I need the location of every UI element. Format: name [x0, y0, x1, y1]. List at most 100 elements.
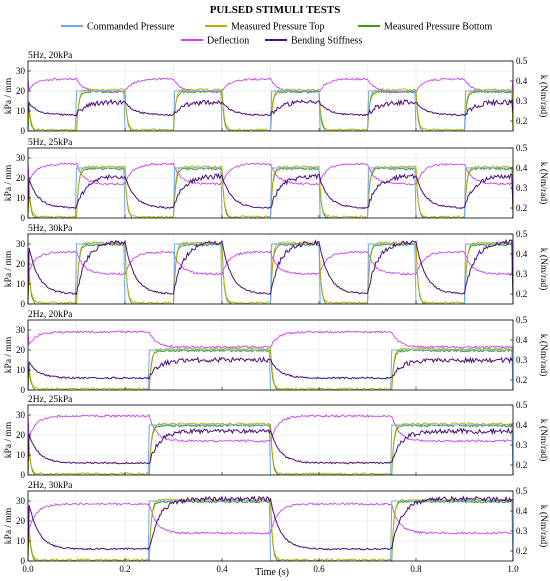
y-left-tick-label: 10 [16, 279, 26, 289]
series-line-bending-stiffness [28, 427, 513, 465]
series-line-commanded-pressure [28, 500, 513, 561]
y-right-tick-label: 0.2 [516, 116, 527, 126]
x-axis-label: Time (s) [255, 567, 289, 578]
y-right-tick-label: 0.3 [516, 96, 528, 106]
series-line-measured-pressure-top [28, 347, 513, 390]
series-group [28, 77, 513, 131]
y-right-tick-label: 0.3 [516, 183, 528, 193]
series-line-bending-stiffness [28, 98, 513, 117]
series-line-bending-stiffness [28, 238, 513, 297]
series-line-commanded-pressure [28, 424, 513, 475]
series-group [28, 495, 513, 561]
legend: Commanded Pressure Measured Pressure Top… [61, 22, 493, 47]
y-right-tick-label: 0.5 [516, 229, 528, 239]
y-right-axis-label: k (Nm/rad) [538, 162, 549, 204]
y-left-tick-label: 20 [16, 516, 26, 526]
y-left-tick-label: 20 [16, 345, 26, 355]
series-line-commanded-pressure [28, 349, 513, 390]
chart-panels: 5Hz, 20kPa 0 10 20 30 0.2 0.3 0.4 0.5 kPa / mm k (… [4, 51, 549, 574]
series-group [28, 238, 513, 304]
legend-item-commanded-pressure: Commanded Pressure [61, 22, 175, 33]
legend-label: Deflection [207, 36, 249, 47]
legend-label: Measured Pressure Bottom [384, 22, 493, 33]
y-left-tick-label: 30 [16, 239, 26, 249]
panel-label: 5Hz, 30kPa [28, 224, 73, 234]
series-line-bending-stiffness [28, 356, 513, 380]
y-left-axis-label: kPa / mm [4, 164, 14, 201]
series-group [28, 162, 513, 218]
y-left-tick-label: 30 [16, 153, 26, 163]
x-tick-label: 0.6 [313, 564, 325, 574]
y-right-tick-label: 0.2 [516, 289, 527, 299]
y-left-axis-label: kPa / mm [4, 77, 14, 114]
y-right-tick-label: 0.5 [516, 56, 528, 66]
y-right-tick-label: 0.5 [516, 400, 528, 410]
plot-frame [27, 404, 514, 476]
chart-panel: 2Hz, 20kPa 0 10 20 30 0.2 0.3 0.4 0.5 kPa / mm k (… [4, 310, 549, 395]
y-left-tick-label: 0 [21, 385, 26, 395]
y-left-axis-label: kPa / mm [4, 421, 14, 458]
series-line-bending-stiffness [28, 172, 513, 210]
y-left-axis-label: kPa / mm [4, 250, 14, 287]
plot-frame [27, 60, 514, 132]
y-right-tick-label: 0.2 [516, 460, 527, 470]
chart-panel: 5Hz, 20kPa 0 10 20 30 0.2 0.3 0.4 0.5 kPa / mm k (… [4, 51, 549, 136]
y-right-tick-label: 0.3 [516, 440, 528, 450]
panel-label: 5Hz, 25kPa [28, 138, 73, 148]
y-right-tick-label: 0.4 [516, 163, 528, 173]
legend-item-measured-pressure-bottom: Measured Pressure Bottom [358, 22, 493, 33]
y-left-tick-label: 0 [21, 299, 26, 309]
y-right-tick-label: 0.3 [516, 355, 528, 365]
y-left-tick-label: 0 [21, 556, 26, 566]
panel-label: 2Hz, 30kPa [28, 481, 73, 491]
legend-label: Measured Pressure Top [231, 22, 325, 33]
y-right-tick-label: 0.2 [516, 203, 527, 213]
series-line-deflection [28, 162, 513, 186]
x-tick-label: 1.0 [507, 564, 519, 574]
panel-label: 2Hz, 20kPa [28, 310, 73, 320]
series-line-commanded-pressure [28, 243, 513, 304]
panel-label: 2Hz, 25kPa [28, 395, 73, 405]
series-group [28, 414, 513, 475]
y-left-tick-label: 10 [16, 365, 26, 375]
series-line-deflection [28, 330, 513, 349]
y-right-axis-label: k (Nm/rad) [538, 419, 549, 461]
y-left-tick-label: 20 [16, 259, 26, 269]
x-tick-label: 0.8 [410, 564, 422, 574]
panel-label: 5Hz, 20kPa [28, 51, 73, 61]
y-left-tick-label: 20 [16, 86, 26, 96]
legend-label: Commanded Pressure [87, 22, 175, 33]
series-line-measured-pressure-bottom [28, 90, 513, 131]
y-left-tick-label: 0 [21, 126, 26, 136]
y-left-tick-label: 10 [16, 193, 26, 203]
x-tick-label: 0.0 [22, 564, 34, 574]
y-right-axis-label: k (Nm/rad) [538, 505, 549, 547]
series-line-bending-stiffness [28, 495, 513, 551]
plot-frame [27, 319, 514, 391]
legend-label: Bending Stiffness [291, 36, 362, 47]
y-left-tick-label: 10 [16, 450, 26, 460]
y-right-tick-label: 0.3 [516, 269, 528, 279]
plot-frame [27, 490, 514, 562]
series-line-commanded-pressure [28, 167, 513, 218]
y-left-tick-label: 20 [16, 173, 26, 183]
x-tick-label: 0.4 [216, 564, 228, 574]
y-left-tick-label: 30 [16, 66, 26, 76]
y-right-tick-label: 0.5 [516, 143, 528, 153]
legend-item-deflection: Deflection [181, 36, 249, 47]
y-left-tick-label: 20 [16, 430, 26, 440]
y-left-tick-label: 0 [21, 213, 26, 223]
series-line-deflection [28, 250, 513, 276]
y-right-axis-label: k (Nm/rad) [538, 248, 549, 290]
y-left-axis-label: kPa / mm [4, 336, 14, 373]
y-right-tick-label: 0.4 [516, 335, 528, 345]
y-left-tick-label: 30 [16, 496, 26, 506]
figure-title: PULSED STIMULI TESTS [210, 4, 341, 16]
y-left-tick-label: 0 [21, 470, 26, 480]
y-right-tick-label: 0.5 [516, 486, 528, 496]
y-right-tick-label: 0.2 [516, 375, 527, 385]
series-group [28, 330, 513, 390]
y-right-axis-label: k (Nm/rad) [538, 334, 549, 376]
y-right-tick-label: 0.4 [516, 249, 528, 259]
y-right-tick-label: 0.4 [516, 420, 528, 430]
